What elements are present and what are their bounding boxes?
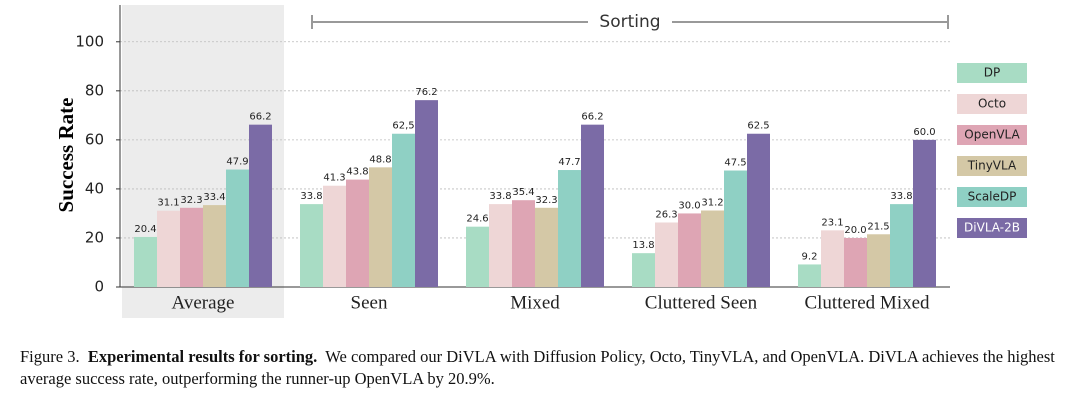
bar [134,236,157,287]
caption-label: Figure 3. [20,347,80,366]
bar [489,204,512,287]
value-label: 24.6 [466,214,488,225]
value-label: 48.8 [369,154,391,165]
legend-swatch [957,218,1027,238]
value-label: 43.8 [346,167,368,178]
bar [844,237,867,287]
y-tick-label: 0 [94,278,104,296]
y-tick-label: 20 [85,228,104,246]
y-tick-label: 80 [85,81,104,99]
bar [203,205,226,287]
y-tick-label: 100 [75,32,104,50]
x-tick-label: Seen [351,292,388,313]
value-label: 66.2 [581,112,603,123]
legend-swatch [957,187,1027,207]
value-label: 62,5 [392,121,414,132]
bar [157,210,180,287]
annotation: Sorting [599,12,660,32]
bar [821,230,844,287]
y-axis-label: Success Rate [54,98,78,213]
bar [867,234,890,287]
bar [369,167,392,287]
value-label: 30.0 [678,200,700,211]
bar [558,170,581,287]
legend-label: DP [984,66,1000,80]
legend-swatch [957,94,1027,114]
bar [890,204,913,287]
y-tick-label: 40 [85,179,104,197]
bar [180,207,203,287]
caption-title: Experimental results for sorting. [87,347,318,366]
bar [747,133,770,287]
value-label: 32.3 [535,195,557,206]
bar [655,222,678,287]
bar [632,253,655,287]
value-label: 13.8 [632,240,654,251]
bracket-gap [588,12,672,32]
value-label: 20.0 [844,225,866,236]
value-label: 60.0 [913,127,935,138]
value-label: 9.2 [802,251,818,262]
bar [724,170,747,287]
bar [535,207,558,287]
legend-label: Octo [978,97,1006,111]
legend-label: TinyVLA [967,159,1017,173]
y-tick-label: 60 [85,130,104,148]
bar [581,124,604,288]
value-label: 35.4 [512,187,534,198]
x-tick-label: Cluttered Seen [645,292,758,313]
value-label: 41.3 [323,173,345,184]
bar [678,213,701,287]
bar [300,204,323,287]
bar [512,200,535,287]
value-label: 32.3 [180,195,202,206]
value-label: 31.1 [157,198,179,209]
caption-text: We compared our DiVLA with Diffusion Pol… [20,347,1055,388]
value-label: 76.2 [415,87,437,98]
legend-swatch [957,125,1027,145]
x-tick-label: Cluttered Mixed [804,292,930,313]
legend-swatch [957,156,1027,176]
bar [226,169,249,287]
bar [798,264,821,287]
value-label: 31.2 [701,197,723,208]
value-label: 33.8 [489,191,511,202]
value-label: 33.8 [890,191,912,202]
bar [392,133,415,287]
legend-label: OpenVLA [964,128,1020,142]
value-label: 66.2 [249,112,271,123]
legend-label: DiVLA-2B [964,221,1020,235]
bar [249,124,272,288]
value-label: 47.9 [226,157,248,168]
value-label: 26.3 [655,210,677,221]
value-label: 62.5 [747,121,769,132]
x-tick-label: Average [172,292,235,313]
legend-label: ScaleDP [968,190,1017,204]
value-label: 21.5 [867,221,889,232]
chart: Success Rate 0 20 40 60 80 100 Sorting Average 2… [54,5,1027,318]
bar [466,226,489,287]
value-label: 47.5 [724,158,746,169]
bar [415,100,438,287]
bar [346,179,369,287]
value-label: 33.8 [300,191,322,202]
legend-swatch [957,63,1027,83]
bar [701,210,724,287]
value-label: 23.1 [821,217,843,228]
value-label: 33.4 [203,192,225,203]
value-label: 47.7 [558,157,580,168]
bar [913,139,936,287]
caption: Figure 3. Experimental results for sorti… [20,346,1065,390]
x-tick-label: Mixed [510,292,560,313]
bar [323,185,346,287]
value-label: 20.4 [134,224,156,235]
